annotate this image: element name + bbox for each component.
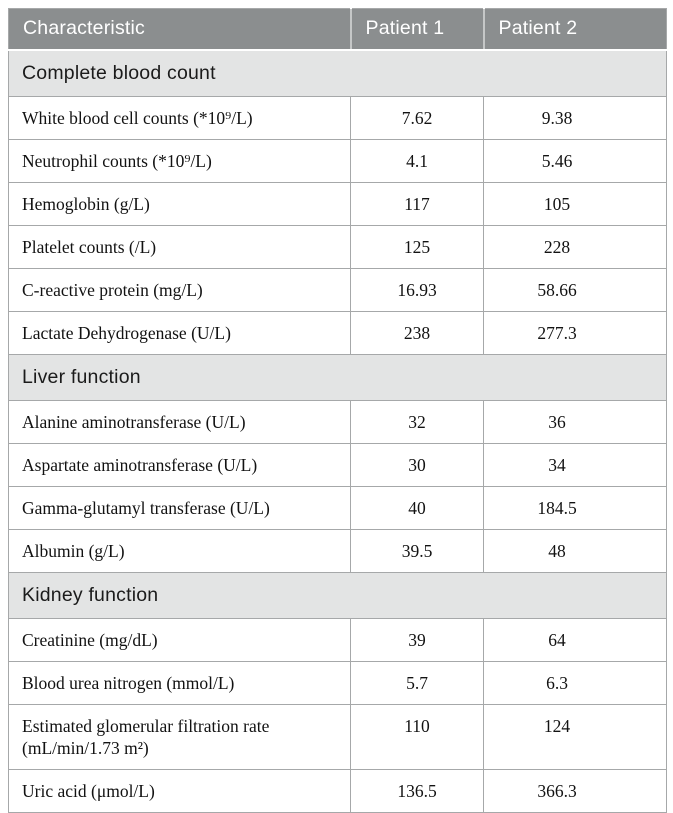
- table-row: Neutrophil counts (*10⁹/L) 4.1 5.46: [8, 139, 667, 183]
- row-label: Uric acid (μmol/L): [8, 769, 351, 813]
- column-header-patient1: Patient 1: [349, 8, 484, 51]
- table-row: Blood urea nitrogen (mmol/L) 5.7 6.3: [8, 661, 667, 705]
- table-row: Uric acid (μmol/L) 136.5 366.3: [8, 769, 667, 813]
- table-header: Characteristic Patient 1 Patient 2: [8, 8, 667, 51]
- row-value-patient2: 36: [483, 400, 667, 444]
- row-value-patient2: 34: [483, 443, 667, 487]
- row-value-patient2: 105: [483, 182, 667, 226]
- table-row: Albumin (g/L) 39.5 48: [8, 529, 667, 573]
- section-title: Complete blood count: [8, 49, 667, 97]
- section-title: Liver function: [8, 354, 667, 401]
- row-value-patient2: 277.3: [483, 311, 667, 355]
- row-value-patient1: 238: [350, 311, 484, 355]
- row-value-patient1: 30: [350, 443, 484, 487]
- row-value-patient1: 136.5: [350, 769, 484, 813]
- row-value-patient2: 64: [483, 618, 667, 662]
- table-row: Creatinine (mg/dL) 39 64: [8, 618, 667, 662]
- row-value-patient2: 366.3: [483, 769, 667, 813]
- row-value-patient2: 9.38: [483, 96, 667, 140]
- table-row: Gamma-glutamyl transferase (U/L) 40 184.…: [8, 486, 667, 530]
- row-label: Hemoglobin (g/L): [8, 182, 351, 226]
- table-row: Alanine aminotransferase (U/L) 32 36: [8, 400, 667, 444]
- row-value-patient2: 58.66: [483, 268, 667, 312]
- row-value-patient1: 4.1: [350, 139, 484, 183]
- section-row: Complete blood count: [8, 49, 667, 97]
- row-value-patient1: 7.62: [350, 96, 484, 140]
- row-value-patient2: 5.46: [483, 139, 667, 183]
- row-label: Aspartate aminotransferase (U/L): [8, 443, 351, 487]
- row-value-patient1: 117: [350, 182, 484, 226]
- row-label: Platelet counts (/L): [8, 225, 351, 269]
- row-value-patient2: 48: [483, 529, 667, 573]
- row-label: Alanine aminotransferase (U/L): [8, 400, 351, 444]
- row-label: Lactate Dehydrogenase (U/L): [8, 311, 351, 355]
- table-row: White blood cell counts (*10⁹/L) 7.62 9.…: [8, 96, 667, 140]
- section-title: Kidney function: [8, 572, 667, 619]
- row-label: White blood cell counts (*10⁹/L): [8, 96, 351, 140]
- row-value-patient1: 5.7: [350, 661, 484, 705]
- row-label: Blood urea nitrogen (mmol/L): [8, 661, 351, 705]
- table-row: Estimated glomerular filtration rate (mL…: [8, 704, 667, 770]
- row-label: C-reactive protein (mg/L): [8, 268, 351, 312]
- row-value-patient2: 184.5: [483, 486, 667, 530]
- table-body: Complete blood count White blood cell co…: [8, 49, 667, 813]
- table-row: Aspartate aminotransferase (U/L) 30 34: [8, 443, 667, 487]
- header-row: Characteristic Patient 1 Patient 2: [8, 8, 667, 51]
- section-row: Liver function: [8, 354, 667, 401]
- table-row: C-reactive protein (mg/L) 16.93 58.66: [8, 268, 667, 312]
- column-header-characteristic: Characteristic: [8, 8, 351, 51]
- row-value-patient1: 39: [350, 618, 484, 662]
- column-header-patient2: Patient 2: [482, 8, 667, 51]
- row-value-patient1: 125: [350, 225, 484, 269]
- lab-results-table: Characteristic Patient 1 Patient 2 Compl…: [8, 8, 667, 813]
- row-value-patient1: 110: [350, 704, 484, 770]
- row-value-patient1: 39.5: [350, 529, 484, 573]
- row-label: Creatinine (mg/dL): [8, 618, 351, 662]
- row-value-patient1: 40: [350, 486, 484, 530]
- row-label: Gamma-glutamyl transferase (U/L): [8, 486, 351, 530]
- row-label: Albumin (g/L): [8, 529, 351, 573]
- row-value-patient2: 6.3: [483, 661, 667, 705]
- row-value-patient2: 124: [483, 704, 667, 770]
- row-value-patient1: 32: [350, 400, 484, 444]
- row-value-patient2: 228: [483, 225, 667, 269]
- table-row: Lactate Dehydrogenase (U/L) 238 277.3: [8, 311, 667, 355]
- section-row: Kidney function: [8, 572, 667, 619]
- table-row: Hemoglobin (g/L) 117 105: [8, 182, 667, 226]
- row-label: Estimated glomerular filtration rate (mL…: [8, 704, 351, 770]
- row-value-patient1: 16.93: [350, 268, 484, 312]
- table-row: Platelet counts (/L) 125 228: [8, 225, 667, 269]
- row-label: Neutrophil counts (*10⁹/L): [8, 139, 351, 183]
